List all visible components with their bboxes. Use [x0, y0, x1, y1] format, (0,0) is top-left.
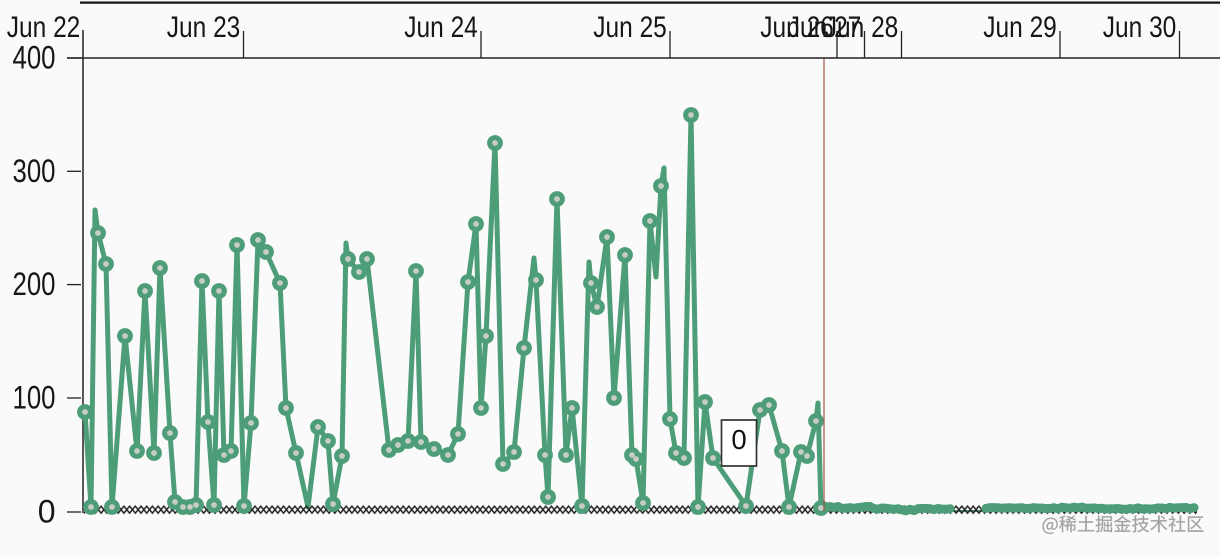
svg-text:Jun 27: Jun 27	[788, 11, 862, 44]
svg-text:Jun 29: Jun 29	[983, 11, 1057, 44]
svg-text:100: 100	[13, 380, 56, 416]
svg-text:Jun 28: Jun 28	[825, 11, 899, 44]
svg-text:Jun 26: Jun 26	[760, 11, 834, 44]
svg-text:Jun 25: Jun 25	[593, 11, 667, 44]
svg-text:0: 0	[731, 424, 746, 455]
svg-text:0: 0	[38, 494, 56, 530]
svg-text:Jun 22: Jun 22	[7, 11, 81, 44]
svg-text:400: 400	[13, 40, 56, 76]
svg-text:200: 200	[13, 266, 56, 302]
svg-text:Jun 30: Jun 30	[1103, 11, 1177, 44]
svg-text:Jun 24: Jun 24	[404, 11, 478, 44]
svg-text:300: 300	[13, 153, 56, 189]
svg-text:Jun 23: Jun 23	[167, 11, 241, 44]
